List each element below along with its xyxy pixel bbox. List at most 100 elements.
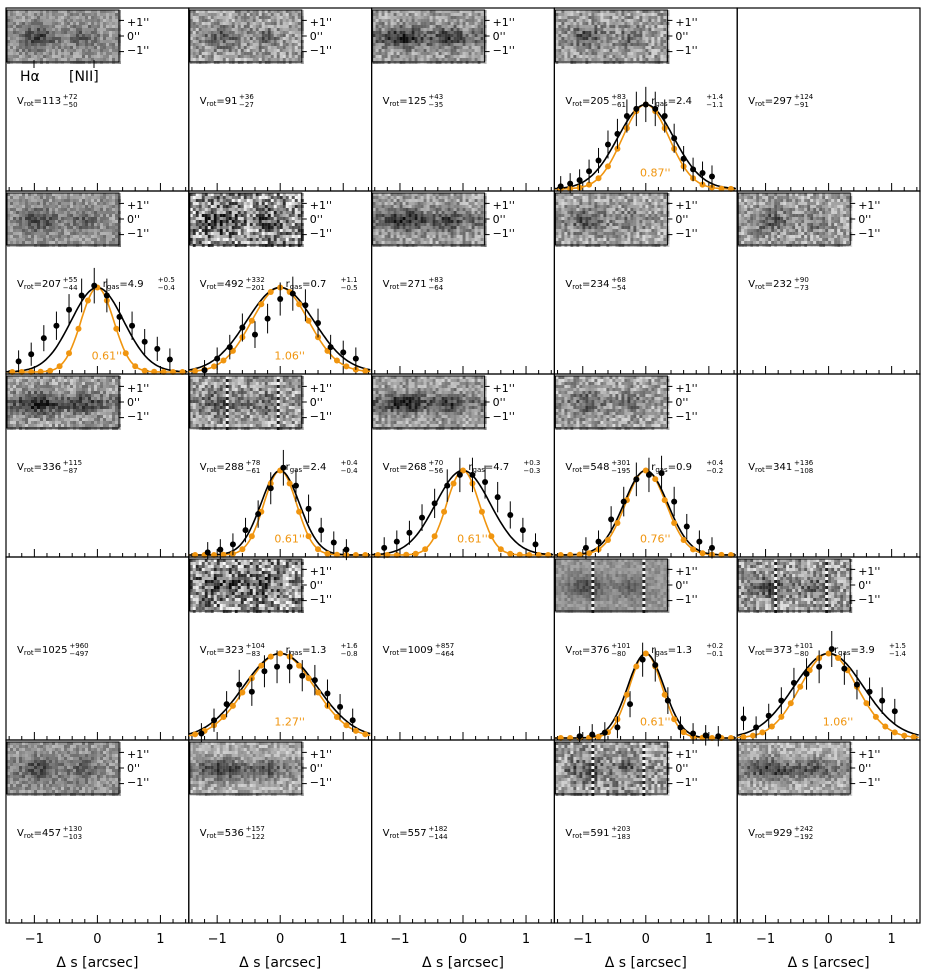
vrot-annotation: Vrot=232 +90−73 [748, 276, 809, 292]
data-point [601, 729, 608, 736]
rgas-subscript: gas [290, 649, 303, 657]
vrot-symbol: V [565, 279, 572, 290]
psf-point [333, 551, 340, 558]
panel: +1''0''−1'' Vrot=929 +242−192 [736, 739, 921, 924]
psf-point [882, 723, 889, 730]
psf-point [305, 317, 312, 324]
psf-point [431, 533, 438, 540]
vrot-annotation: Vrot=91 +36−27 [200, 93, 255, 109]
slit-label: −1'' [127, 410, 149, 423]
slit-label: 0'' [493, 30, 506, 43]
spectrum-stamp: +1''0''−1'' [372, 9, 515, 64]
data-point [166, 356, 173, 363]
vrot-symbol: V [383, 279, 390, 290]
vrot-subscript: rot [389, 649, 399, 657]
rgas-annotation: rgas=4.9 +0.5−0.4 [103, 276, 176, 292]
profile-plot: 0.87'' [554, 86, 736, 197]
slit-label: +1'' [127, 748, 149, 761]
panel: +1''0''−1'' Vrot=271 +83−64 [371, 190, 556, 375]
x-axis-title: Δ s [arcsec] [422, 955, 504, 971]
data-point [753, 724, 760, 731]
data-point [267, 485, 274, 492]
slit-label: +1'' [493, 382, 515, 395]
data-point [803, 670, 810, 677]
psf-point [863, 700, 870, 707]
vrot-annotation: Vrot=1025 +960−497 [17, 642, 89, 658]
data-point [604, 141, 611, 148]
vrot-subscript: rot [755, 649, 765, 657]
rgas-plus: +0.5 [158, 276, 175, 284]
psf-point [642, 650, 649, 657]
psf-point [56, 363, 63, 370]
vrot-subscript: rot [572, 832, 582, 840]
data-point [311, 677, 318, 684]
data-point [91, 282, 98, 289]
psf-point [47, 367, 54, 374]
vrot-symbol: V [565, 96, 572, 107]
data-point [841, 665, 848, 672]
vrot-minus: −201 [246, 284, 265, 292]
psf-point [633, 663, 640, 670]
data-point [456, 471, 463, 478]
rgas-minus: −0.3 [523, 467, 540, 475]
vrot-minus: −50 [63, 101, 78, 109]
slit-label: −1'' [858, 227, 880, 240]
vrot-symbol: V [383, 645, 390, 656]
data-point [406, 529, 413, 536]
vrot-annotation: Vrot=336 +115−87 [17, 459, 82, 475]
rgas-text: rgas=3.9 [834, 645, 875, 657]
data-point [671, 135, 678, 142]
rgas-value: =0.9 [668, 462, 692, 473]
panel: +1''0''−1'' Vrot=457 +130−103 [5, 739, 190, 924]
psf-point [192, 731, 199, 738]
vrot-plus: +83 [428, 276, 443, 284]
data-point [469, 471, 476, 478]
psf-point [258, 662, 265, 669]
vrot-text: Vrot=113 [17, 96, 61, 108]
psf-point [576, 551, 583, 558]
vrot-minus: −192 [794, 833, 813, 841]
data-point [690, 730, 697, 737]
psf-point [778, 713, 785, 720]
psf-point [488, 533, 495, 540]
psf-point [749, 732, 756, 739]
vrot-minus: −195 [611, 467, 630, 475]
vrot-subscript: rot [207, 832, 217, 840]
line-label-nii: [NII] [69, 69, 99, 85]
vrot-plus: +130 [63, 825, 82, 833]
slit-label: −1'' [675, 227, 697, 240]
vrot-text: Vrot=929 [748, 828, 792, 840]
vrot-subscript: rot [207, 649, 217, 657]
panel: +1''0''−1'' Hα [NII] Vrot=113 +72−50 [5, 7, 190, 192]
rgas-minus: −0.8 [341, 650, 358, 658]
psf-point [220, 551, 227, 558]
panel: +1''0''−1'' Vrot=268 +70−56 rgas=4.7 +0.3−0.… [371, 373, 556, 559]
psf-point [699, 550, 706, 557]
vrot-text: Vrot=457 [17, 828, 61, 840]
vrot-text: Vrot=336 [17, 462, 61, 474]
data-point [567, 180, 574, 187]
rgas-value: =3.9 [851, 645, 875, 656]
slit-label: −1'' [310, 593, 332, 606]
psf-point [333, 713, 340, 720]
vrot-value: =341 [765, 462, 792, 473]
slit-label: −1'' [493, 410, 515, 423]
slit-label: 0'' [858, 213, 871, 226]
x-tick-label: −1 [390, 932, 409, 947]
vrot-text: Vrot=232 [748, 279, 792, 291]
rgas-text: rgas=0.9 [651, 462, 692, 474]
rgas-subscript: gas [290, 283, 303, 291]
vrot-annotation: Vrot=373 +101−80 [748, 642, 813, 658]
psf-fwhm-label: 1.06'' [823, 715, 854, 728]
vrot-symbol: V [748, 96, 755, 107]
vrot-symbol: V [17, 96, 24, 107]
vrot-value: =125 [399, 96, 426, 107]
vrot-text: Vrot=591 [565, 828, 609, 840]
psf-fwhm-label: 0.61'' [92, 349, 123, 362]
panel: +1''0''−1'' Vrot=336 +115−87 [5, 373, 190, 558]
vrot-text: Vrot=376 [565, 645, 609, 657]
vrot-text: Vrot=548 [565, 462, 609, 474]
vrot-symbol: V [748, 645, 755, 656]
psf-point [296, 508, 303, 515]
x-tick-label: 1 [522, 932, 530, 947]
